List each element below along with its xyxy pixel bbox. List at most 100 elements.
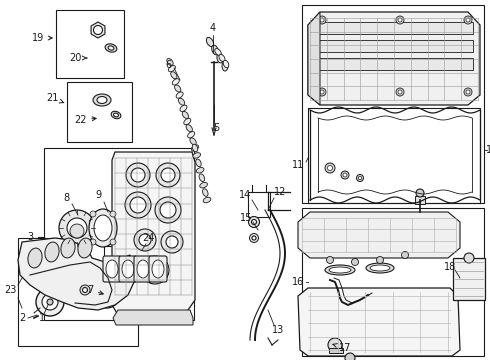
Circle shape: [357, 175, 364, 181]
Circle shape: [47, 299, 53, 305]
Ellipse shape: [212, 45, 219, 55]
Ellipse shape: [200, 183, 207, 188]
Circle shape: [396, 16, 404, 24]
Ellipse shape: [167, 58, 173, 66]
Bar: [302, 208, 484, 356]
Text: 24: 24: [142, 233, 154, 243]
Text: 10: 10: [486, 145, 490, 155]
Bar: [329, 348, 343, 353]
FancyBboxPatch shape: [119, 256, 137, 282]
Polygon shape: [113, 310, 193, 325]
Circle shape: [166, 236, 178, 248]
Circle shape: [325, 163, 335, 173]
Circle shape: [67, 218, 87, 238]
Ellipse shape: [114, 113, 119, 117]
Circle shape: [134, 229, 156, 251]
Circle shape: [141, 256, 169, 284]
Text: 11: 11: [292, 160, 304, 170]
Ellipse shape: [196, 167, 204, 173]
Text: 13: 13: [272, 325, 284, 335]
Ellipse shape: [190, 138, 196, 145]
Ellipse shape: [178, 98, 185, 105]
Circle shape: [90, 239, 96, 245]
Circle shape: [466, 90, 470, 94]
Text: 12: 12: [274, 187, 286, 197]
Circle shape: [320, 18, 324, 22]
Text: 9: 9: [95, 190, 101, 200]
Bar: [302, 5, 484, 203]
Circle shape: [464, 88, 472, 96]
Polygon shape: [308, 12, 320, 105]
Ellipse shape: [172, 79, 179, 85]
Circle shape: [161, 168, 175, 182]
Circle shape: [251, 220, 256, 225]
Text: 6: 6: [165, 60, 171, 70]
Circle shape: [139, 234, 151, 246]
Circle shape: [248, 216, 260, 228]
Circle shape: [161, 231, 183, 253]
Circle shape: [249, 234, 259, 243]
Ellipse shape: [186, 125, 193, 132]
Ellipse shape: [61, 238, 75, 258]
Bar: [315, 40, 473, 52]
Bar: [44, 148, 194, 320]
Bar: [453, 258, 485, 300]
Ellipse shape: [152, 260, 164, 278]
Circle shape: [318, 88, 326, 96]
Circle shape: [320, 90, 324, 94]
Ellipse shape: [223, 60, 229, 68]
Ellipse shape: [202, 189, 208, 197]
Text: 18: 18: [444, 262, 456, 272]
Circle shape: [345, 353, 355, 360]
Circle shape: [95, 284, 119, 308]
Ellipse shape: [366, 263, 394, 273]
Ellipse shape: [199, 174, 205, 181]
Text: 3: 3: [27, 232, 33, 242]
Circle shape: [90, 211, 96, 217]
Bar: [415, 196, 425, 204]
Ellipse shape: [137, 260, 149, 278]
Ellipse shape: [215, 49, 221, 55]
Circle shape: [341, 171, 349, 179]
Circle shape: [318, 16, 326, 24]
Circle shape: [156, 163, 180, 187]
Text: 5: 5: [213, 123, 219, 133]
Ellipse shape: [97, 96, 107, 104]
Ellipse shape: [176, 92, 183, 98]
Polygon shape: [308, 12, 480, 105]
Circle shape: [327, 166, 333, 171]
Circle shape: [252, 236, 256, 240]
Circle shape: [100, 289, 114, 303]
Circle shape: [80, 285, 90, 295]
Ellipse shape: [171, 72, 177, 79]
Ellipse shape: [174, 85, 181, 92]
Circle shape: [398, 18, 402, 22]
Bar: [308, 108, 480, 203]
Text: 14: 14: [239, 190, 251, 200]
Text: 1: 1: [39, 313, 45, 323]
Ellipse shape: [370, 265, 390, 271]
Text: 22: 22: [74, 115, 96, 125]
Ellipse shape: [217, 53, 223, 63]
Circle shape: [155, 197, 181, 223]
Circle shape: [358, 176, 362, 180]
Polygon shape: [91, 22, 105, 38]
Text: 15: 15: [240, 213, 252, 223]
Polygon shape: [18, 238, 135, 310]
Polygon shape: [112, 152, 195, 315]
Text: 7: 7: [87, 285, 103, 295]
Ellipse shape: [196, 159, 201, 167]
Circle shape: [125, 192, 151, 218]
Text: 17: 17: [333, 343, 351, 353]
Circle shape: [131, 168, 145, 182]
Circle shape: [376, 256, 384, 264]
Bar: [18, 238, 138, 346]
Ellipse shape: [206, 37, 214, 46]
Circle shape: [78, 247, 85, 253]
Ellipse shape: [182, 111, 189, 118]
Ellipse shape: [192, 144, 198, 152]
Ellipse shape: [122, 260, 134, 278]
Text: 21: 21: [46, 93, 64, 103]
Circle shape: [110, 239, 116, 245]
Text: 2: 2: [19, 313, 25, 323]
